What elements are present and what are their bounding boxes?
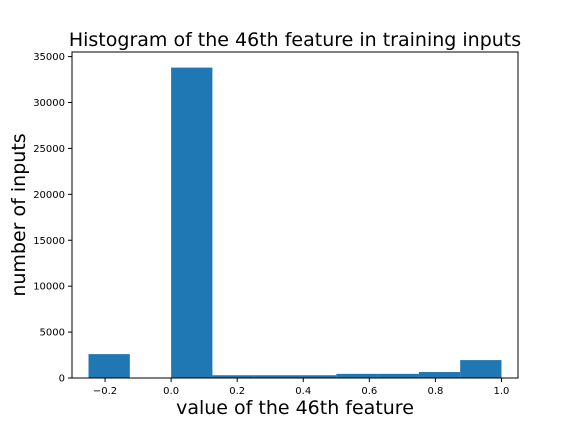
histogram-bar (253, 375, 295, 378)
y-axis-ticks: 0 5000 10000 15000 20000 25000 30000 35000 (33, 52, 72, 385)
x-tick-label: 0.0 (163, 386, 179, 397)
histogram-bar (336, 373, 378, 378)
histogram-bar (418, 372, 461, 378)
x-tick-label: −0.2 (93, 386, 117, 397)
chart-title: Histogram of the 46th feature in trainin… (69, 29, 521, 51)
histogram-bar (377, 373, 419, 378)
y-tick-label: 30000 (33, 98, 65, 109)
axes-frame (71, 51, 519, 379)
y-tick-label: 20000 (33, 190, 65, 201)
y-axis-label: number of inputs (8, 133, 30, 296)
histogram-bar (295, 375, 337, 378)
y-tick-label: 5000 (40, 328, 65, 339)
histogram-bars (88, 67, 502, 378)
x-axis-ticks: −0.2 0.0 0.2 0.4 0.6 0.8 1.0 (93, 378, 510, 397)
y-tick-label: 15000 (33, 236, 65, 247)
y-tick-label: 0 (59, 374, 65, 385)
y-tick-label: 25000 (33, 144, 65, 155)
histogram-bar (88, 354, 130, 378)
histogram-bar (171, 67, 213, 378)
x-axis-label: value of the 46th feature (176, 397, 414, 419)
x-tick-label: 0.2 (229, 386, 245, 397)
histogram-bar (212, 375, 254, 378)
x-tick-label: 0.6 (361, 386, 377, 397)
y-tick-label: 35000 (33, 52, 65, 63)
x-tick-label: 0.8 (427, 386, 443, 397)
y-tick-label: 10000 (33, 282, 65, 293)
x-tick-label: 0.4 (295, 386, 311, 397)
histogram-bar (460, 360, 502, 378)
x-tick-label: 1.0 (494, 386, 510, 397)
